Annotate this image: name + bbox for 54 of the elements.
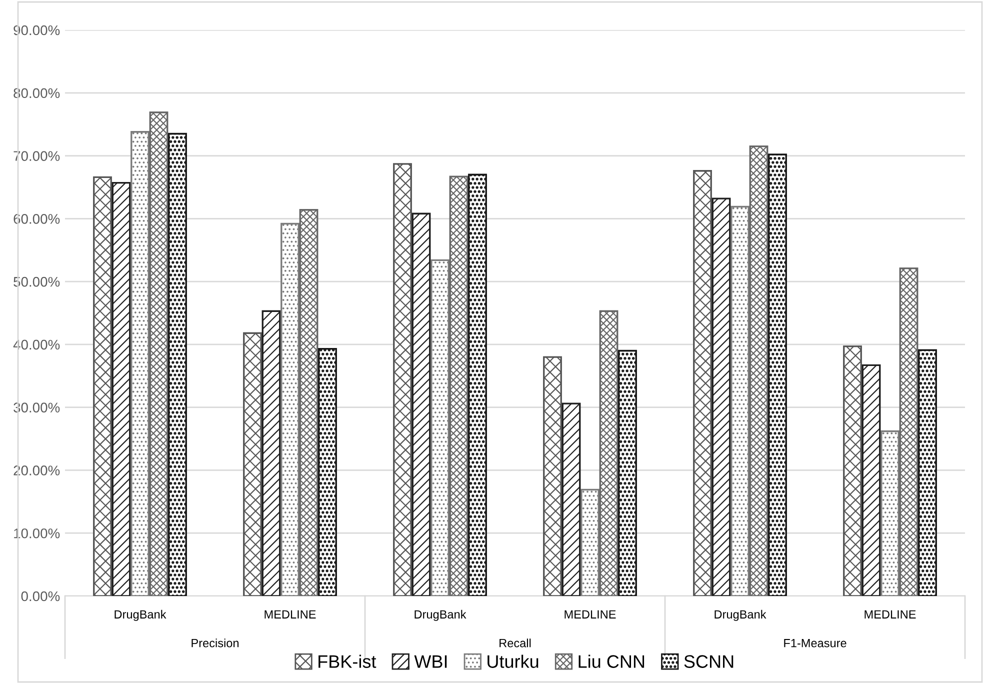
bar	[412, 212, 431, 596]
legend-label: WBI	[414, 655, 447, 668]
bar	[749, 146, 768, 596]
legend-label: SCNN	[684, 655, 734, 668]
bar	[280, 222, 300, 596]
legend-label: Uturku	[488, 654, 538, 668]
y-tick-label: 10.00%	[14, 528, 60, 538]
bar	[862, 364, 881, 596]
y-tick-label: 80.00%	[14, 88, 60, 98]
bar	[730, 206, 750, 596]
x-tick-label: MEDLINE	[264, 610, 316, 618]
y-tick-label: 40.00%	[13, 340, 60, 350]
y-tick-label: 90.00%	[14, 25, 60, 36]
y-tick-label: 20.00%	[14, 466, 60, 476]
bar	[712, 198, 731, 596]
y-tick-label: 0.00%	[21, 591, 60, 602]
y-tick-label: 60.00%	[14, 214, 60, 224]
bar	[768, 154, 787, 596]
bar	[393, 163, 412, 596]
bar	[112, 182, 131, 596]
text: Recall	[500, 638, 531, 648]
bar	[262, 310, 281, 596]
bar	[580, 488, 600, 596]
legend-label: FBK-ist	[318, 654, 376, 668]
x-tick-label: MEDLINE	[864, 610, 916, 618]
text: F1-Measure	[784, 639, 846, 648]
bar	[899, 268, 918, 596]
bar	[918, 349, 937, 596]
y-tick-label: 50.00%	[14, 276, 60, 287]
y-tick-label: 30.00%	[14, 402, 60, 413]
bar	[693, 170, 712, 596]
bar	[130, 131, 150, 596]
bar	[468, 174, 487, 596]
bar	[149, 112, 168, 596]
bar	[318, 348, 337, 596]
bar	[618, 350, 637, 596]
text: Precision	[192, 638, 239, 648]
bar	[93, 176, 112, 596]
x-tick-label: MEDLINE	[564, 610, 616, 618]
x-tick-label: DrugBank	[114, 610, 166, 621]
bar	[299, 209, 318, 596]
y-tick-label: 70.00%	[14, 151, 60, 161]
x-tick-label: DrugBank	[714, 610, 766, 621]
bar	[562, 402, 581, 596]
bar	[599, 310, 618, 596]
bar	[243, 332, 262, 596]
legend-label: Liu CNN	[578, 654, 644, 668]
bar	[168, 132, 187, 596]
bar	[543, 356, 562, 596]
bar	[880, 430, 900, 596]
bar	[430, 259, 450, 596]
bar	[843, 345, 862, 596]
x-tick-label: DrugBank	[414, 610, 466, 621]
bar	[449, 176, 468, 596]
